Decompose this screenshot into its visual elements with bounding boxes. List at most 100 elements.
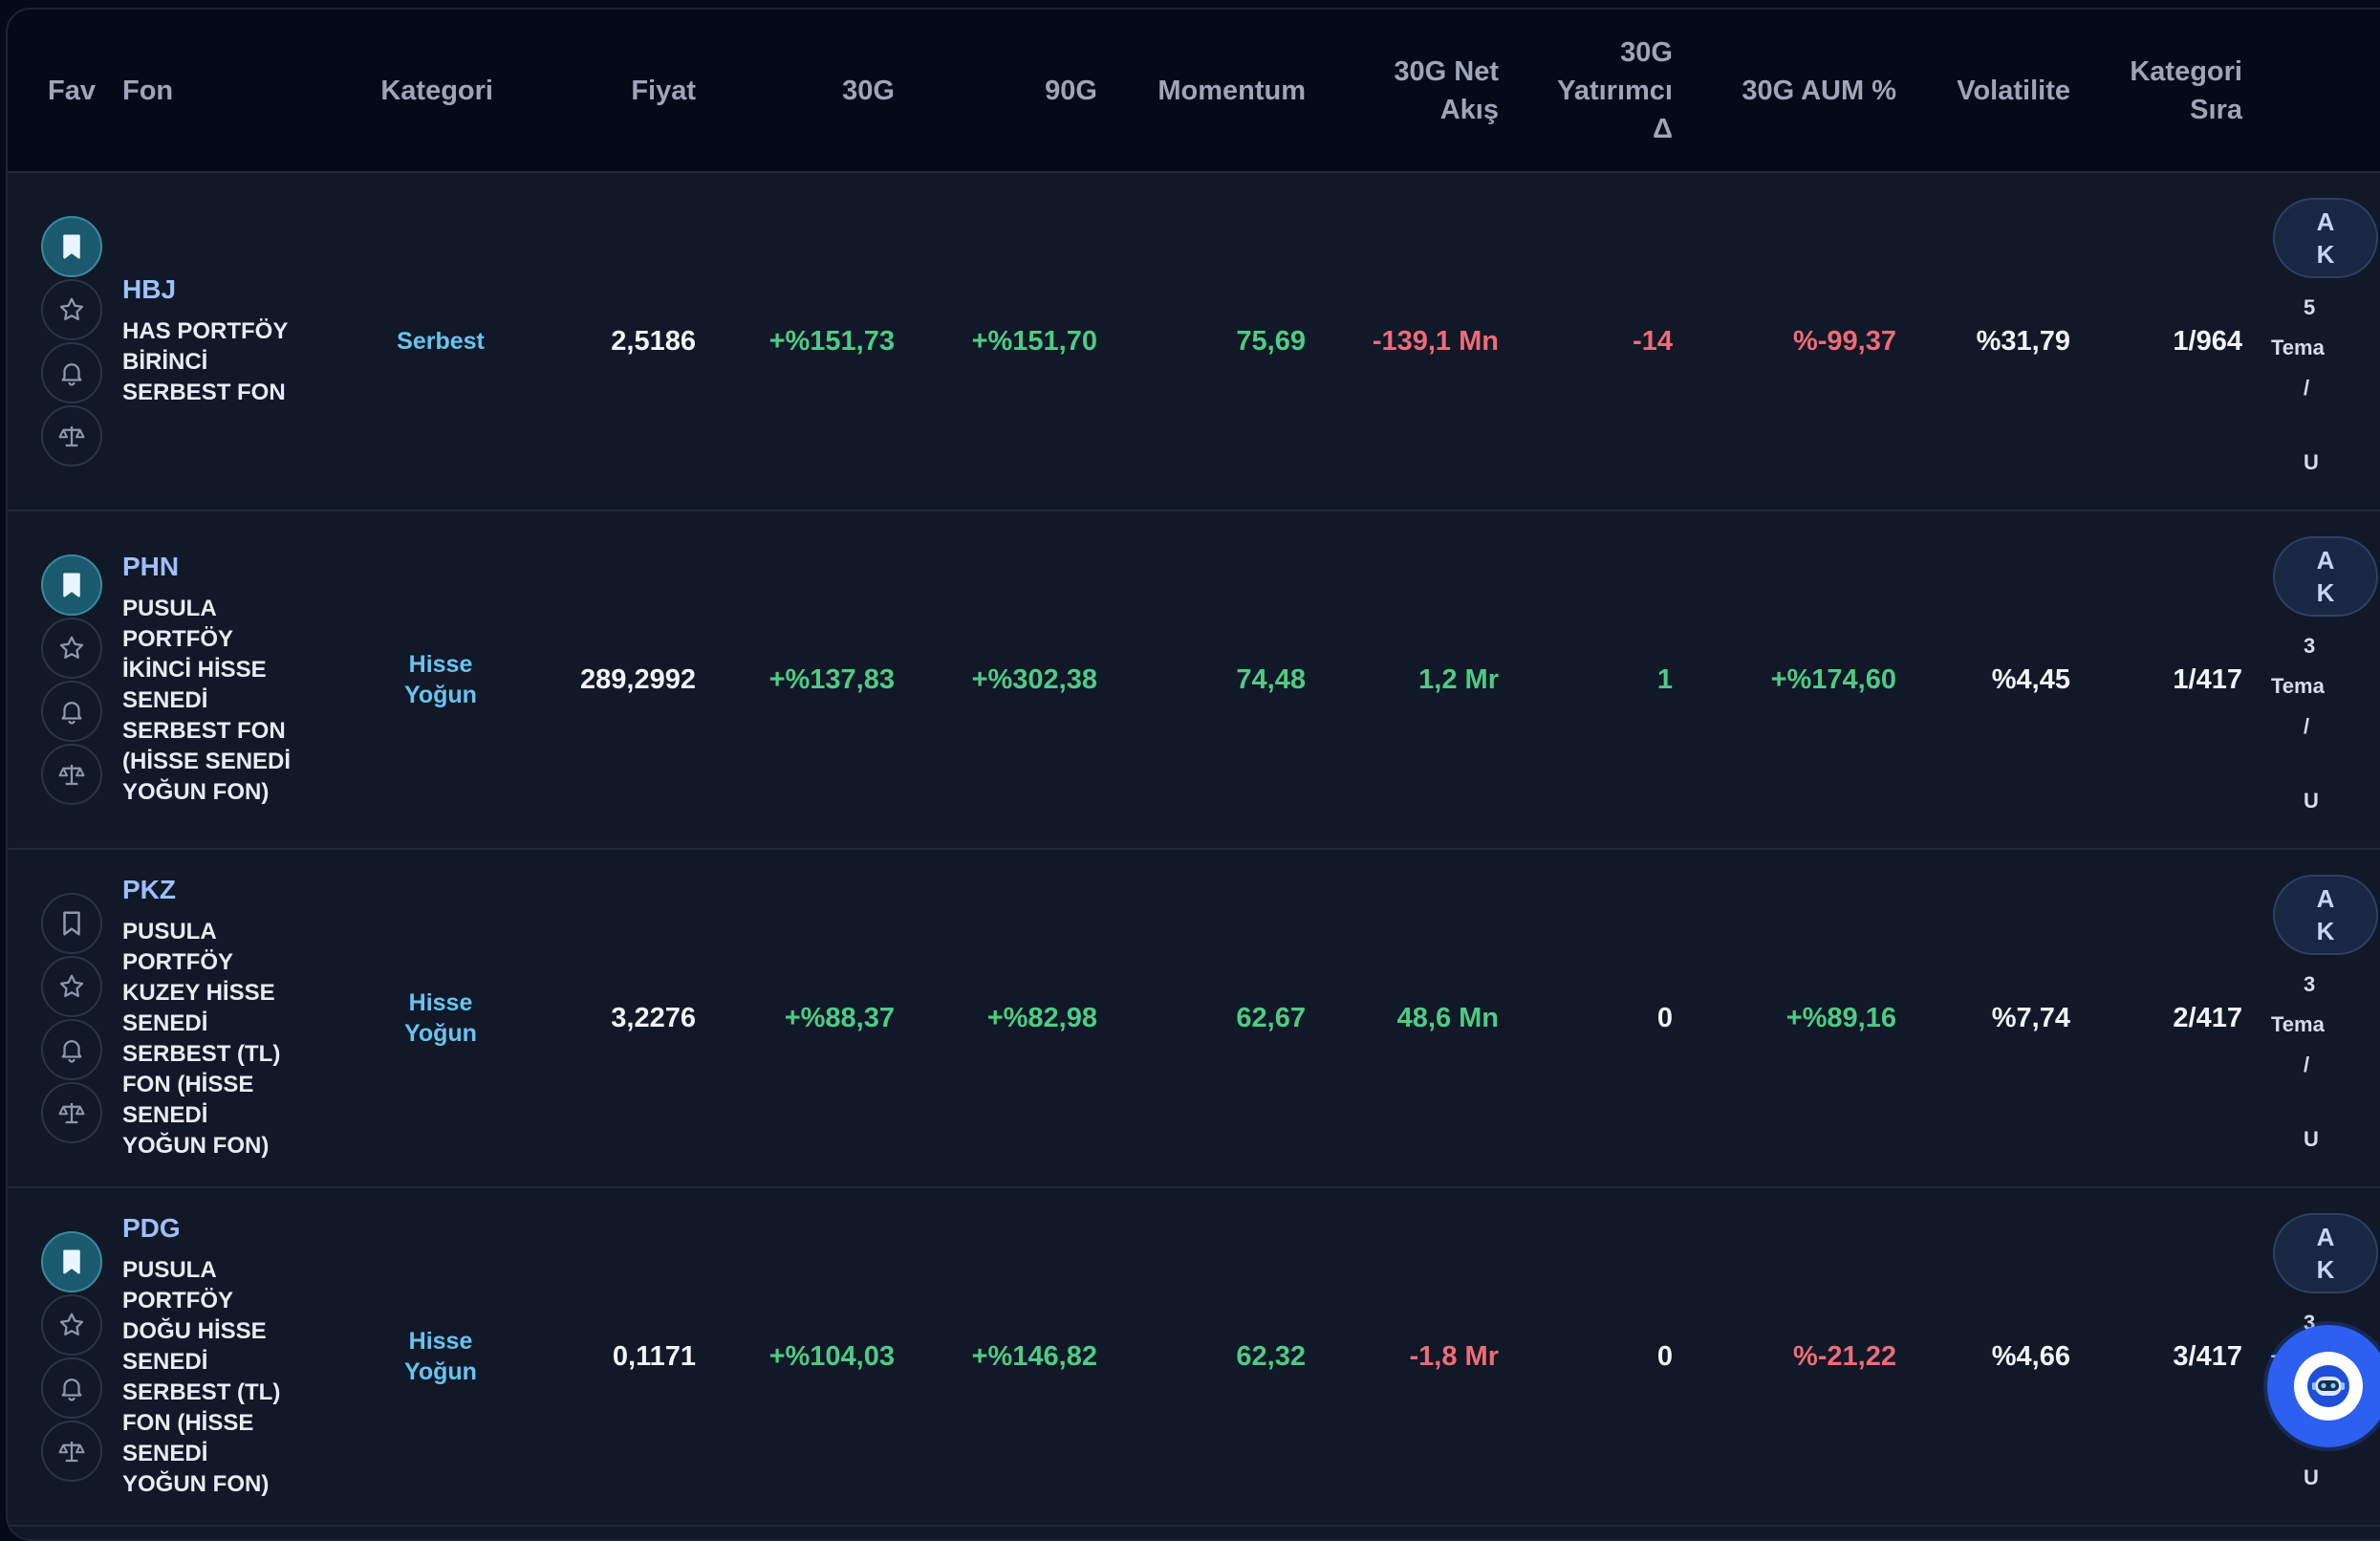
category-cell: Serbest <box>292 172 516 511</box>
investor-delta-cell: -14 <box>1522 172 1696 511</box>
fav-actions <box>8 1187 122 1527</box>
bookmark-icon[interactable] <box>41 893 102 954</box>
bookmark-icon[interactable] <box>41 554 102 616</box>
scale-icon[interactable] <box>41 1082 102 1143</box>
col-kategori[interactable]: Kategori <box>292 10 516 173</box>
bookmark-icon[interactable] <box>41 1231 102 1292</box>
edge-text: / <box>2304 376 2310 400</box>
category-rank-cell: 1/417 <box>2093 510 2265 850</box>
col-fiyat[interactable]: Fiyat <box>516 10 719 173</box>
aum-pct-cell: %-99,37 <box>1696 172 1919 511</box>
return-30g-cell: +%151,73 <box>719 172 918 511</box>
col-edge <box>2265 10 2380 173</box>
edge-cell: A K 5 Tema / U <box>2265 172 2380 511</box>
scale-icon[interactable] <box>41 1421 102 1482</box>
fund-code[interactable]: PHN <box>122 552 180 581</box>
price-cell: 2,5186 <box>516 172 719 511</box>
return-90g-cell: +%302,38 <box>918 510 1120 850</box>
net-flow-cell: 1,2 Mr <box>1329 510 1522 850</box>
star-icon[interactable] <box>41 279 102 340</box>
col-volatility[interactable]: Volatilite <box>1919 10 2093 173</box>
fund-name: PUSULA PORTFÖY İKİNCİ HİSSE SENEDİ SERBE… <box>122 596 292 805</box>
edge-badge[interactable]: A K <box>2273 1213 2378 1293</box>
col-30g[interactable]: 30G <box>719 10 918 173</box>
momentum-cell: 62,32 <box>1120 1187 1329 1527</box>
edge-badge[interactable]: A K <box>2273 198 2378 278</box>
fund-table: Fav Fon Kategori Fiyat 30G 90G Momentum … <box>8 10 2380 1527</box>
fund-code[interactable]: PDG <box>122 1213 181 1243</box>
fund-name: PUSULA PORTFÖY DOĞU HİSSE SENEDİ SERBEST… <box>122 1257 281 1497</box>
fund-code[interactable]: PKZ <box>122 875 176 904</box>
edge-badge[interactable]: A K <box>2273 875 2378 955</box>
investor-delta-cell: 1 <box>1522 510 1696 850</box>
aum-pct-cell: %-21,22 <box>1696 1187 1919 1527</box>
scale-icon[interactable] <box>41 744 102 805</box>
col-fon[interactable]: Fon <box>122 10 292 173</box>
col-90g[interactable]: 90G <box>918 10 1120 173</box>
edge-text: U <box>2304 1465 2319 1489</box>
edge-text: / <box>2304 1053 2310 1076</box>
return-30g-cell: +%104,03 <box>719 1187 918 1527</box>
return-90g-cell: +%146,82 <box>918 1187 1120 1527</box>
volatility-cell: %4,66 <box>1919 1187 2093 1527</box>
col-net-flow[interactable]: 30G Net Akış <box>1329 10 1522 173</box>
fund-cell[interactable]: PKZ PUSULA PORTFÖY KUZEY HİSSE SENEDİ SER… <box>122 849 292 1188</box>
star-icon[interactable] <box>41 618 102 679</box>
bookmark-icon[interactable] <box>41 216 102 277</box>
chat-assistant-button[interactable] <box>2267 1325 2380 1447</box>
scale-icon[interactable] <box>41 405 102 467</box>
fund-cell[interactable]: HBJ HAS PORTFÖY BİRİNCİ SERBEST FON <box>122 172 292 511</box>
fund-name: PUSULA PORTFÖY KUZEY HİSSE SENEDİ SERBES… <box>122 919 281 1159</box>
category-cell: Hisse Yoğun <box>292 1187 516 1527</box>
star-icon[interactable] <box>41 956 102 1017</box>
return-30g-cell: +%88,37 <box>719 849 918 1188</box>
aum-pct-cell: +%89,16 <box>1696 849 1919 1188</box>
col-category-rank[interactable]: Kategori Sıra <box>2093 10 2265 173</box>
table-row[interactable]: PKZ PUSULA PORTFÖY KUZEY HİSSE SENEDİ SER… <box>8 849 2380 1188</box>
edge-cell: A K 3 Tema / U <box>2265 849 2380 1188</box>
bell-icon[interactable] <box>41 342 102 403</box>
momentum-cell: 62,67 <box>1120 849 1329 1188</box>
edge-badge[interactable]: A K <box>2273 536 2378 617</box>
chat-bot-icon <box>2294 1352 2363 1421</box>
edge-text: 3 <box>2304 634 2316 658</box>
star-icon[interactable] <box>41 1294 102 1356</box>
fund-cell[interactable]: PDG PUSULA PORTFÖY DOĞU HİSSE SENEDİ SERB… <box>122 1187 292 1527</box>
return-30g-cell: +%137,83 <box>719 510 918 850</box>
price-cell: 3,2276 <box>516 849 719 1188</box>
aum-pct-cell: +%174,60 <box>1696 510 1919 850</box>
fav-actions <box>8 510 122 850</box>
edge-text: Tema <box>2271 1012 2325 1036</box>
edge-cell: A K 3 Tema / U <box>2265 510 2380 850</box>
edge-text: U <box>2304 789 2319 813</box>
table-row[interactable]: PHN PUSULA PORTFÖY İKİNCİ HİSSE SENEDİ SE… <box>8 510 2380 850</box>
return-90g-cell: +%151,70 <box>918 172 1120 511</box>
edge-text: Tema <box>2271 674 2325 698</box>
fund-code[interactable]: HBJ <box>122 274 177 304</box>
fund-table-panel: Fav Fon Kategori Fiyat 30G 90G Momentum … <box>6 8 2380 1541</box>
investor-delta-cell: 0 <box>1522 849 1696 1188</box>
col-fav[interactable]: Fav <box>8 10 122 173</box>
edge-text: U <box>2304 1127 2319 1151</box>
edge-text: 5 <box>2304 295 2316 319</box>
price-cell: 289,2992 <box>516 510 719 850</box>
category-rank-cell: 1/964 <box>2093 172 2265 511</box>
col-momentum[interactable]: Momentum <box>1120 10 1329 173</box>
bell-icon[interactable] <box>41 1357 102 1419</box>
category-cell: Hisse Yoğun <box>292 849 516 1188</box>
table-row[interactable]: PDG PUSULA PORTFÖY DOĞU HİSSE SENEDİ SERB… <box>8 1187 2380 1527</box>
table-row[interactable]: HBJ HAS PORTFÖY BİRİNCİ SERBEST FON Serbes… <box>8 172 2380 511</box>
fund-cell[interactable]: PHN PUSULA PORTFÖY İKİNCİ HİSSE SENEDİ SE… <box>122 510 292 850</box>
category-rank-cell: 3/417 <box>2093 1187 2265 1527</box>
investor-delta-cell: 0 <box>1522 1187 1696 1527</box>
col-aum[interactable]: 30G AUM % <box>1696 10 1919 173</box>
bell-icon[interactable] <box>41 1019 102 1080</box>
bell-icon[interactable] <box>41 681 102 742</box>
net-flow-cell: -1,8 Mr <box>1329 1187 1522 1527</box>
momentum-cell: 74,48 <box>1120 510 1329 850</box>
edge-text: / <box>2304 714 2310 738</box>
category-rank-cell: 2/417 <box>2093 849 2265 1188</box>
edge-text: Tema <box>2271 336 2325 359</box>
col-investor-delta[interactable]: 30G Yatırımcı Δ <box>1522 10 1696 173</box>
fav-actions <box>8 849 122 1188</box>
